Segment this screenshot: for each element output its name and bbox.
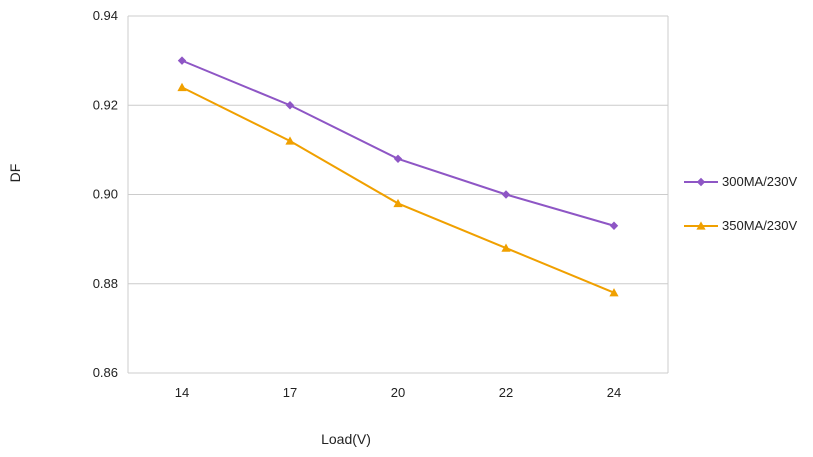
data-point: [501, 243, 511, 252]
x-axis-label: Load(V): [321, 431, 371, 447]
legend-label: 350MA/230V: [722, 218, 797, 233]
series-line: [181, 86, 615, 294]
plot-series: [177, 56, 619, 297]
y-tick-label: 0.88: [93, 276, 118, 291]
x-tick-label: 17: [283, 385, 297, 400]
data-point: [177, 82, 187, 92]
y-axis-label: DF: [7, 164, 23, 183]
data-point: [177, 56, 187, 65]
data-point: [393, 198, 403, 208]
data-point: [393, 154, 403, 163]
y-tick-label: 0.94: [93, 8, 118, 23]
x-tick-label: 14: [175, 385, 189, 400]
y-tick-label: 0.90: [93, 187, 118, 202]
series-2: [177, 82, 619, 297]
legend-item: 350MA/230V: [684, 218, 797, 233]
legend-swatch-marker: [696, 221, 706, 230]
legend: 300MA/230V 350MA/230V: [684, 174, 797, 233]
y-tick-label: 0.92: [93, 97, 118, 112]
legend-swatch-marker: [696, 177, 706, 187]
data-point: [285, 101, 295, 110]
data-point: [609, 288, 619, 297]
data-point: [285, 136, 295, 145]
series-1: [177, 56, 619, 230]
legend-label: 300MA/230V: [722, 174, 797, 189]
y-tick-label: 0.86: [93, 365, 118, 380]
x-tick-label: 20: [391, 385, 405, 400]
data-point: [609, 221, 619, 230]
y-axis-ticks: 0.86 0.88 0.90 0.92 0.94: [93, 8, 118, 380]
x-tick-label: 22: [499, 385, 513, 400]
gridlines: [127, 15, 669, 374]
x-tick-label: 24: [607, 385, 621, 400]
x-axis-ticks: 14 17 20 22 24: [175, 385, 621, 400]
data-point: [501, 190, 511, 199]
legend-item: 300MA/230V: [684, 174, 797, 189]
